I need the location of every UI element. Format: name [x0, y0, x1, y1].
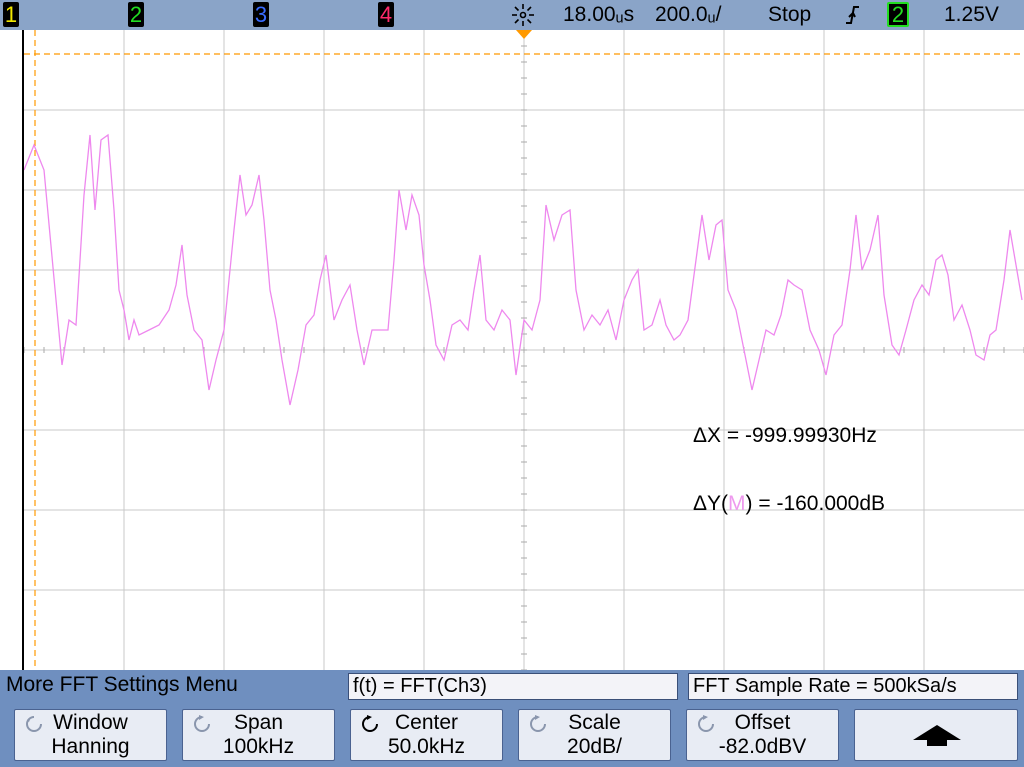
span-softkey[interactable]: Span 100kHz: [182, 709, 335, 761]
span-value: 100kHz: [222, 735, 295, 758]
math-source-label: M: [728, 492, 746, 515]
rising-edge-icon: [846, 6, 859, 24]
function-display: f(t) = FFT(Ch3): [348, 673, 678, 700]
delta-y-value: ) = -160.000dB: [745, 492, 886, 515]
trigger-position-marker: [516, 30, 532, 39]
rotate-knob-icon: [362, 715, 378, 732]
offset-label: Offset: [734, 711, 791, 734]
offset-value: -82.0dBV: [718, 735, 807, 758]
rotate-knob-icon: [194, 715, 210, 732]
menu-up-softkey[interactable]: [854, 709, 1018, 761]
offset-softkey[interactable]: Offset -82.0dBV: [686, 709, 839, 761]
sample-rate-display: FFT Sample Rate = 500kSa/s: [688, 673, 1018, 700]
scale-softkey[interactable]: Scale 20dB/: [518, 709, 671, 761]
center-value: 50.0kHz: [387, 735, 466, 758]
rotate-knob-icon: [530, 715, 546, 732]
delta-x-readout: ΔX = -999.99930Hz: [693, 424, 877, 447]
status-bar: 1 2 3 4 18.00ᵤs 200.0ᵤ/ Stop 2 1.25V: [0, 0, 1024, 30]
window-value: Hanning: [51, 735, 130, 758]
waveform-display[interactable]: [22, 30, 1024, 670]
trigger-icon: [512, 4, 534, 26]
delta-y-readout: ΔY(M) = -160.000dB: [693, 492, 885, 516]
timebase-readout: 200.0ᵤ/: [655, 3, 722, 26]
scale-label: Scale: [568, 711, 621, 734]
up-arrow-icon: [913, 725, 961, 746]
channel-4-indicator[interactable]: 4: [378, 2, 394, 27]
run-state: Stop: [768, 3, 812, 26]
rotate-knob-icon: [698, 715, 714, 732]
window-label: Window: [53, 711, 128, 734]
channel-2-indicator[interactable]: 2: [128, 2, 144, 27]
span-label: Span: [233, 711, 284, 734]
center-softkey[interactable]: Center 50.0kHz: [350, 709, 503, 761]
scale-value: 20dB/: [567, 735, 622, 758]
center-label: Center: [394, 711, 459, 734]
graticule: [24, 30, 1024, 670]
channel-1-indicator[interactable]: 1: [3, 2, 19, 27]
rotate-knob-icon: [26, 716, 42, 732]
delay-readout: 18.00ᵤs: [563, 3, 635, 26]
menu-title: More FFT Settings Menu: [6, 673, 238, 696]
channel-3-indicator[interactable]: 3: [253, 2, 269, 27]
window-softkey[interactable]: Window Hanning: [14, 709, 167, 761]
fft-trace: [24, 133, 1023, 406]
softkey-menu: More FFT Settings Menu f(t) = FFT(Ch3) F…: [0, 670, 1024, 767]
trigger-level-readout: 1.25V: [944, 3, 999, 26]
delta-y-prefix: ΔY(: [693, 492, 729, 515]
trigger-source-indicator: 2: [887, 2, 909, 27]
